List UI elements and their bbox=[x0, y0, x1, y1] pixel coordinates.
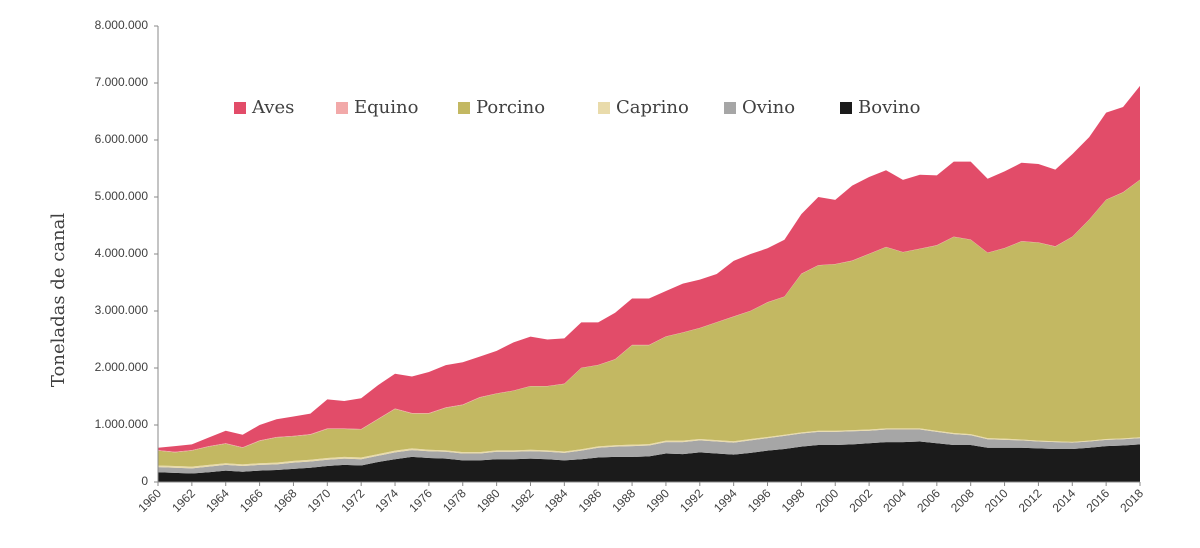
x-tick-label: 2014 bbox=[1050, 486, 1079, 515]
legend-swatch bbox=[598, 102, 610, 114]
legend-label: Aves bbox=[251, 97, 294, 118]
legend-label: Ovino bbox=[742, 97, 795, 118]
x-tick-label: 1980 bbox=[474, 486, 503, 515]
area bbox=[158, 429, 1140, 474]
x-tick-label: 2006 bbox=[914, 486, 943, 515]
x-tick-label: 1982 bbox=[508, 486, 537, 515]
x-tick-label: 1988 bbox=[609, 486, 638, 515]
x-tick-label: 1994 bbox=[711, 486, 740, 515]
area bbox=[158, 179, 1140, 467]
x-tick-label: 1992 bbox=[677, 486, 706, 515]
x-tick-label: 2016 bbox=[1083, 486, 1112, 515]
legend-label: Caprino bbox=[616, 97, 689, 118]
x-tick-label: 1962 bbox=[169, 486, 198, 515]
legend-label: Equino bbox=[354, 97, 418, 118]
y-tick-label: 6.000.000 bbox=[95, 132, 149, 146]
x-tick-label: 1970 bbox=[305, 486, 334, 515]
x-tick-label: 2008 bbox=[948, 486, 977, 515]
y-tick-label: 2.000.000 bbox=[95, 360, 149, 374]
x-tick-label: 1974 bbox=[372, 486, 401, 515]
x-tick-label: 1978 bbox=[440, 486, 469, 515]
area bbox=[158, 428, 1140, 469]
x-tick-label: 2004 bbox=[880, 486, 909, 515]
y-tick-label: 0 bbox=[141, 474, 148, 488]
legend-label: Porcino bbox=[476, 97, 545, 118]
x-tick-label: 1960 bbox=[135, 486, 164, 515]
x-tick-label: 2018 bbox=[1117, 486, 1146, 515]
x-tick-label: 1968 bbox=[271, 486, 300, 515]
y-tick-label: 3.000.000 bbox=[95, 303, 149, 317]
x-tick-label: 2000 bbox=[813, 486, 842, 515]
x-tick-label: 1986 bbox=[576, 486, 605, 515]
x-tick-label: 1976 bbox=[406, 486, 435, 515]
x-tick-label: 2010 bbox=[982, 486, 1011, 515]
x-tick-label: 2002 bbox=[846, 486, 875, 515]
x-tick-label: 1996 bbox=[745, 486, 774, 515]
legend-swatch bbox=[724, 102, 736, 114]
y-tick-label: 5.000.000 bbox=[95, 189, 149, 203]
legend-swatch bbox=[234, 102, 246, 114]
legend-swatch bbox=[840, 102, 852, 114]
legend-label: Bovino bbox=[858, 97, 920, 118]
y-tick-label: 1.000.000 bbox=[95, 417, 149, 431]
y-tick-label: 4.000.000 bbox=[95, 246, 149, 260]
area bbox=[158, 85, 1140, 452]
legend-swatch bbox=[458, 102, 470, 114]
x-tick-label: 1998 bbox=[779, 486, 808, 515]
area bbox=[158, 441, 1140, 482]
y-axis-label: Toneladas de canal bbox=[48, 213, 69, 387]
x-tick-label: 1972 bbox=[339, 486, 368, 515]
y-tick-label: 7.000.000 bbox=[95, 75, 149, 89]
y-tick-label: 8.000.000 bbox=[95, 18, 149, 32]
x-tick-label: 1984 bbox=[542, 486, 571, 515]
x-tick-label: 1966 bbox=[237, 486, 266, 515]
x-tick-label: 2012 bbox=[1016, 486, 1045, 515]
x-tick-label: 1964 bbox=[203, 486, 232, 515]
legend-swatch bbox=[336, 102, 348, 114]
x-tick-label: 1990 bbox=[643, 486, 672, 515]
